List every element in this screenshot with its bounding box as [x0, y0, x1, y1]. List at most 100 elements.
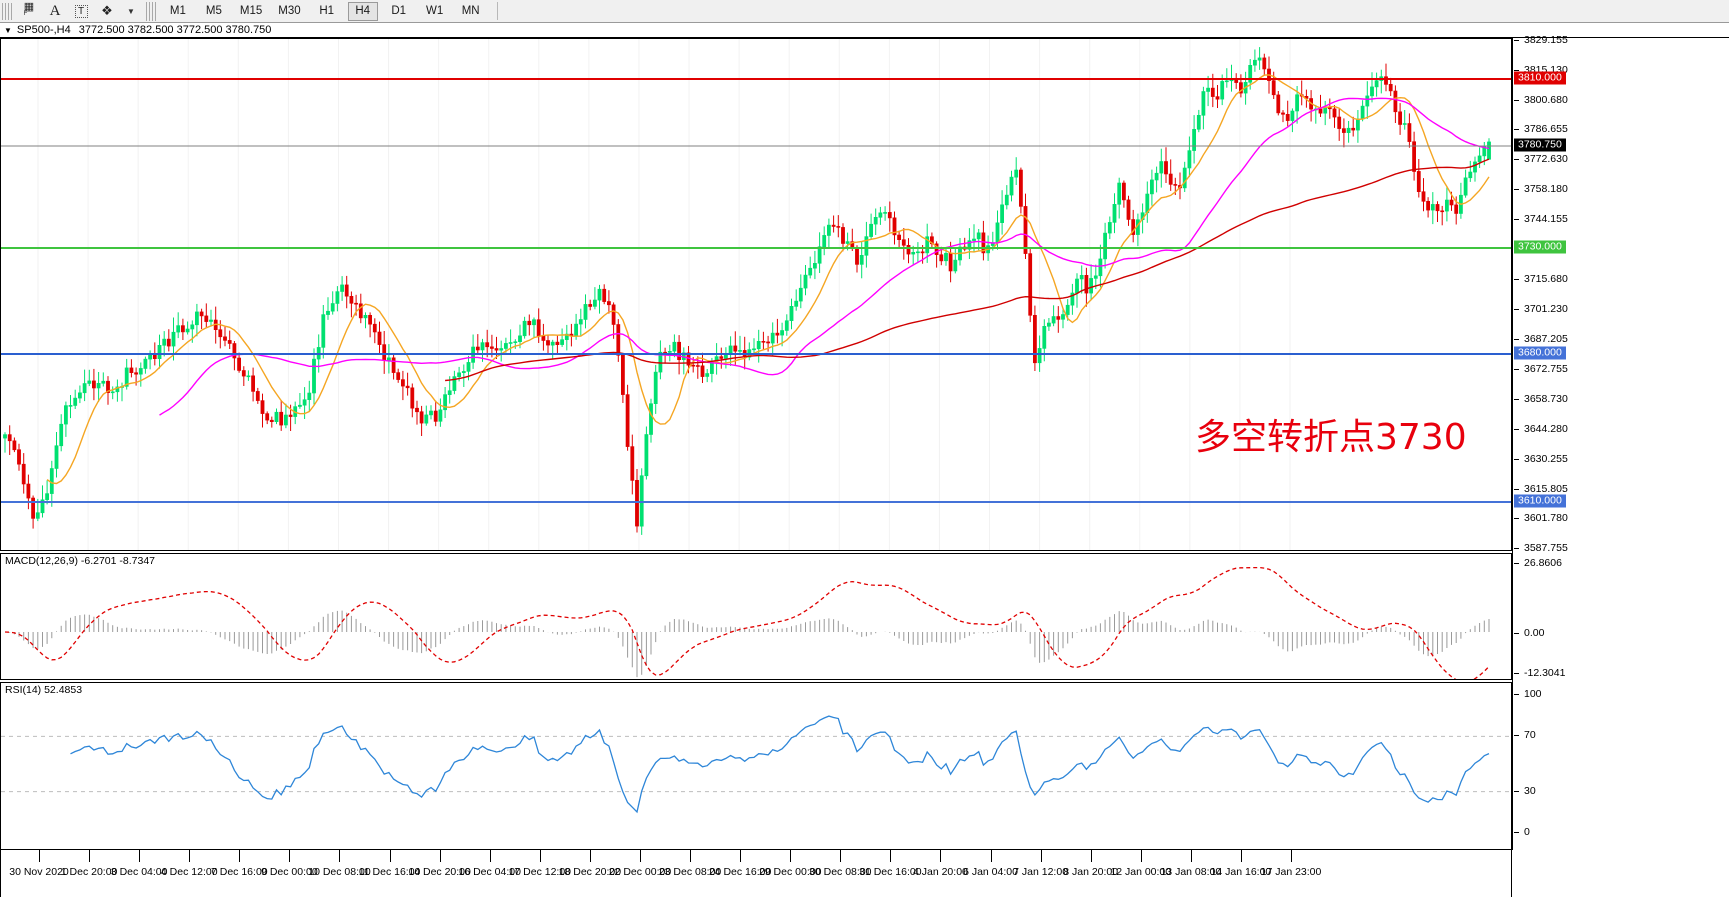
- ohlc-values: 3772.500 3782.500 3772.500 3780.750: [78, 24, 272, 36]
- price-tick-label: 3758.180: [1524, 183, 1568, 196]
- time-tick: [890, 850, 892, 862]
- macd-canvas: [4, 566, 1490, 679]
- time-tick: [389, 850, 391, 862]
- price-tick-label: 3601.780: [1524, 512, 1568, 525]
- text-label-glyph: T: [74, 4, 88, 18]
- objects-icon[interactable]: ❖: [101, 3, 113, 18]
- price-tick-label: 3772.630: [1524, 152, 1568, 165]
- time-tick: [1190, 850, 1192, 862]
- symbol-quote-line: ▼ SP500-,H4 3772.500 3782.500 3772.500 3…: [0, 23, 1729, 38]
- time-tick: [790, 850, 792, 862]
- price-tick-label: 3715.680: [1524, 272, 1568, 285]
- timeframe-drag-handle[interactable]: [145, 1, 158, 21]
- time-tick-label: 4 Dec 12:00: [160, 866, 218, 878]
- time-tick-label: 13 Jan 08:00: [1160, 866, 1222, 878]
- price-badge-3810-000[interactable]: 3810.000: [1514, 71, 1566, 85]
- time-tick: [1040, 850, 1042, 862]
- timeframe-button-m5[interactable]: M5: [205, 5, 222, 17]
- time-tick: [339, 850, 341, 862]
- rsi-label: RSI(14) 52.4853: [5, 684, 83, 696]
- price-tick: [1514, 129, 1519, 131]
- toolbar-drag-handle[interactable]: [2, 2, 14, 20]
- timeframe-button-h1[interactable]: H1: [319, 5, 335, 17]
- time-tick-label: 17 Jan 23:00: [1260, 866, 1322, 878]
- time-tick: [1140, 850, 1142, 862]
- time-tick: [740, 850, 742, 862]
- price-tick: [1514, 189, 1519, 191]
- price-tick: [1514, 218, 1519, 220]
- time-tick-label: 16 Dec 04:00: [458, 866, 521, 878]
- time-tick-label: 14 Dec 20:00: [408, 866, 471, 878]
- rsi-tick-label: 70: [1524, 729, 1536, 742]
- price-badge-3780-750[interactable]: 3780.750: [1514, 138, 1566, 152]
- price-tick: [1514, 518, 1519, 520]
- price-tick: [1514, 158, 1519, 160]
- price-tick: [1514, 488, 1519, 490]
- price-tick: [1514, 398, 1519, 400]
- time-tick-label: 18 Dec 20:00: [558, 866, 622, 878]
- ma-slow-red: [445, 158, 1490, 382]
- crosshair-grid-icon[interactable]: ▦ F: [23, 1, 35, 18]
- time-tick-label: 14 Jan 16:00: [1210, 866, 1272, 878]
- objects-dropdown-caret-icon[interactable]: ▼: [127, 6, 135, 16]
- rsi-scale[interactable]: 100 70 30 0: [1512, 682, 1729, 850]
- price-scale[interactable]: 3829.155 3815.130 3800.680 3786.655 3772.630…: [1512, 34, 1729, 554]
- time-tick-label: 12 Jan 00:00: [1110, 866, 1172, 878]
- rsi-tick-label: 100: [1524, 688, 1542, 700]
- rsi-indicator-panel[interactable]: RSI(14) 52.4853: [0, 682, 1512, 850]
- price-badge-3610-000[interactable]: 3610.000: [1514, 494, 1566, 508]
- time-tick: [289, 850, 291, 862]
- timeframe-button-m15[interactable]: M15: [239, 5, 263, 17]
- time-tick: [489, 850, 491, 862]
- time-tick: [189, 850, 191, 862]
- time-tick-label: 24 Dec 16:00: [708, 866, 772, 878]
- macd-tick-label: 26.8606: [1524, 557, 1562, 569]
- time-tick: [589, 850, 591, 862]
- timeframe-button-m30[interactable]: M30: [278, 5, 301, 17]
- time-tick-label: 29 Dec 00:00: [758, 866, 822, 878]
- time-tick-label: 22 Dec 00:00: [608, 866, 672, 878]
- price-tick: [1514, 369, 1519, 371]
- timeframe-button-m1[interactable]: M1: [169, 5, 186, 17]
- time-tick: [690, 850, 692, 862]
- timeframe-button-h4[interactable]: H4: [347, 1, 378, 21]
- time-tick: [439, 850, 441, 862]
- time-tick: [1240, 850, 1242, 862]
- rsi-line: [70, 715, 1490, 814]
- price-tick-label: 3744.155: [1524, 212, 1568, 225]
- time-tick-label: 7 Jan 12:00: [1013, 866, 1069, 878]
- collapse-triangle-icon[interactable]: ▼: [4, 25, 12, 35]
- time-tick-label: 3 Dec 04:00: [110, 866, 168, 878]
- macd-scale[interactable]: 26.8606 0.00 -12.3041: [1512, 553, 1729, 680]
- time-tick: [940, 850, 942, 862]
- time-tick: [639, 850, 641, 862]
- time-tick: [990, 850, 992, 862]
- macd-indicator-panel[interactable]: MACD(12,26,9) -6.2701 -8.7347: [0, 553, 1512, 680]
- macd-signal-line: [4, 566, 1490, 679]
- text-label-icon[interactable]: T: [69, 1, 93, 22]
- time-tick-label: 7 Dec 16:00: [211, 866, 268, 878]
- rsi-tick: [1514, 790, 1519, 792]
- macd-tick-label: 0.00: [1524, 627, 1545, 639]
- timeframe-button-w1[interactable]: W1: [426, 5, 444, 17]
- price-badge-3680-000[interactable]: 3680.000: [1514, 346, 1566, 360]
- timeframe-button-d1[interactable]: D1: [391, 5, 407, 17]
- price-tick-label: 3630.255: [1524, 452, 1568, 465]
- text-tool-icon[interactable]: A: [49, 2, 61, 19]
- price-chart-canvas: [1, 39, 1511, 550]
- price-badge-3730-000[interactable]: 3730.000: [1514, 240, 1566, 254]
- symbol-timeframe-label: SP500-,H4: [16, 24, 71, 36]
- time-tick-label: 4 Jan 20:00: [912, 866, 968, 878]
- ma-fast-orange: [46, 74, 1490, 485]
- price-chart-panel[interactable]: [0, 38, 1512, 551]
- rsi-canvas: [1, 715, 1511, 814]
- macd-label: MACD(12,26,9) -6.2701 -8.7347: [5, 555, 155, 567]
- price-tick: [1514, 69, 1519, 71]
- time-axis[interactable]: 30 Nov 2020 1 Dec 20:00 3 Dec 04:00 4 Dec 1…: [0, 850, 1512, 897]
- timeframe-button-mn[interactable]: MN: [461, 5, 480, 17]
- time-tick: [239, 850, 241, 862]
- time-tick-label: 10 Dec 08:00: [308, 866, 371, 878]
- price-tick-label: 3672.755: [1524, 363, 1568, 376]
- price-tick-label: 3644.280: [1524, 423, 1568, 436]
- time-tick-label: 30 Nov 2020: [9, 866, 69, 878]
